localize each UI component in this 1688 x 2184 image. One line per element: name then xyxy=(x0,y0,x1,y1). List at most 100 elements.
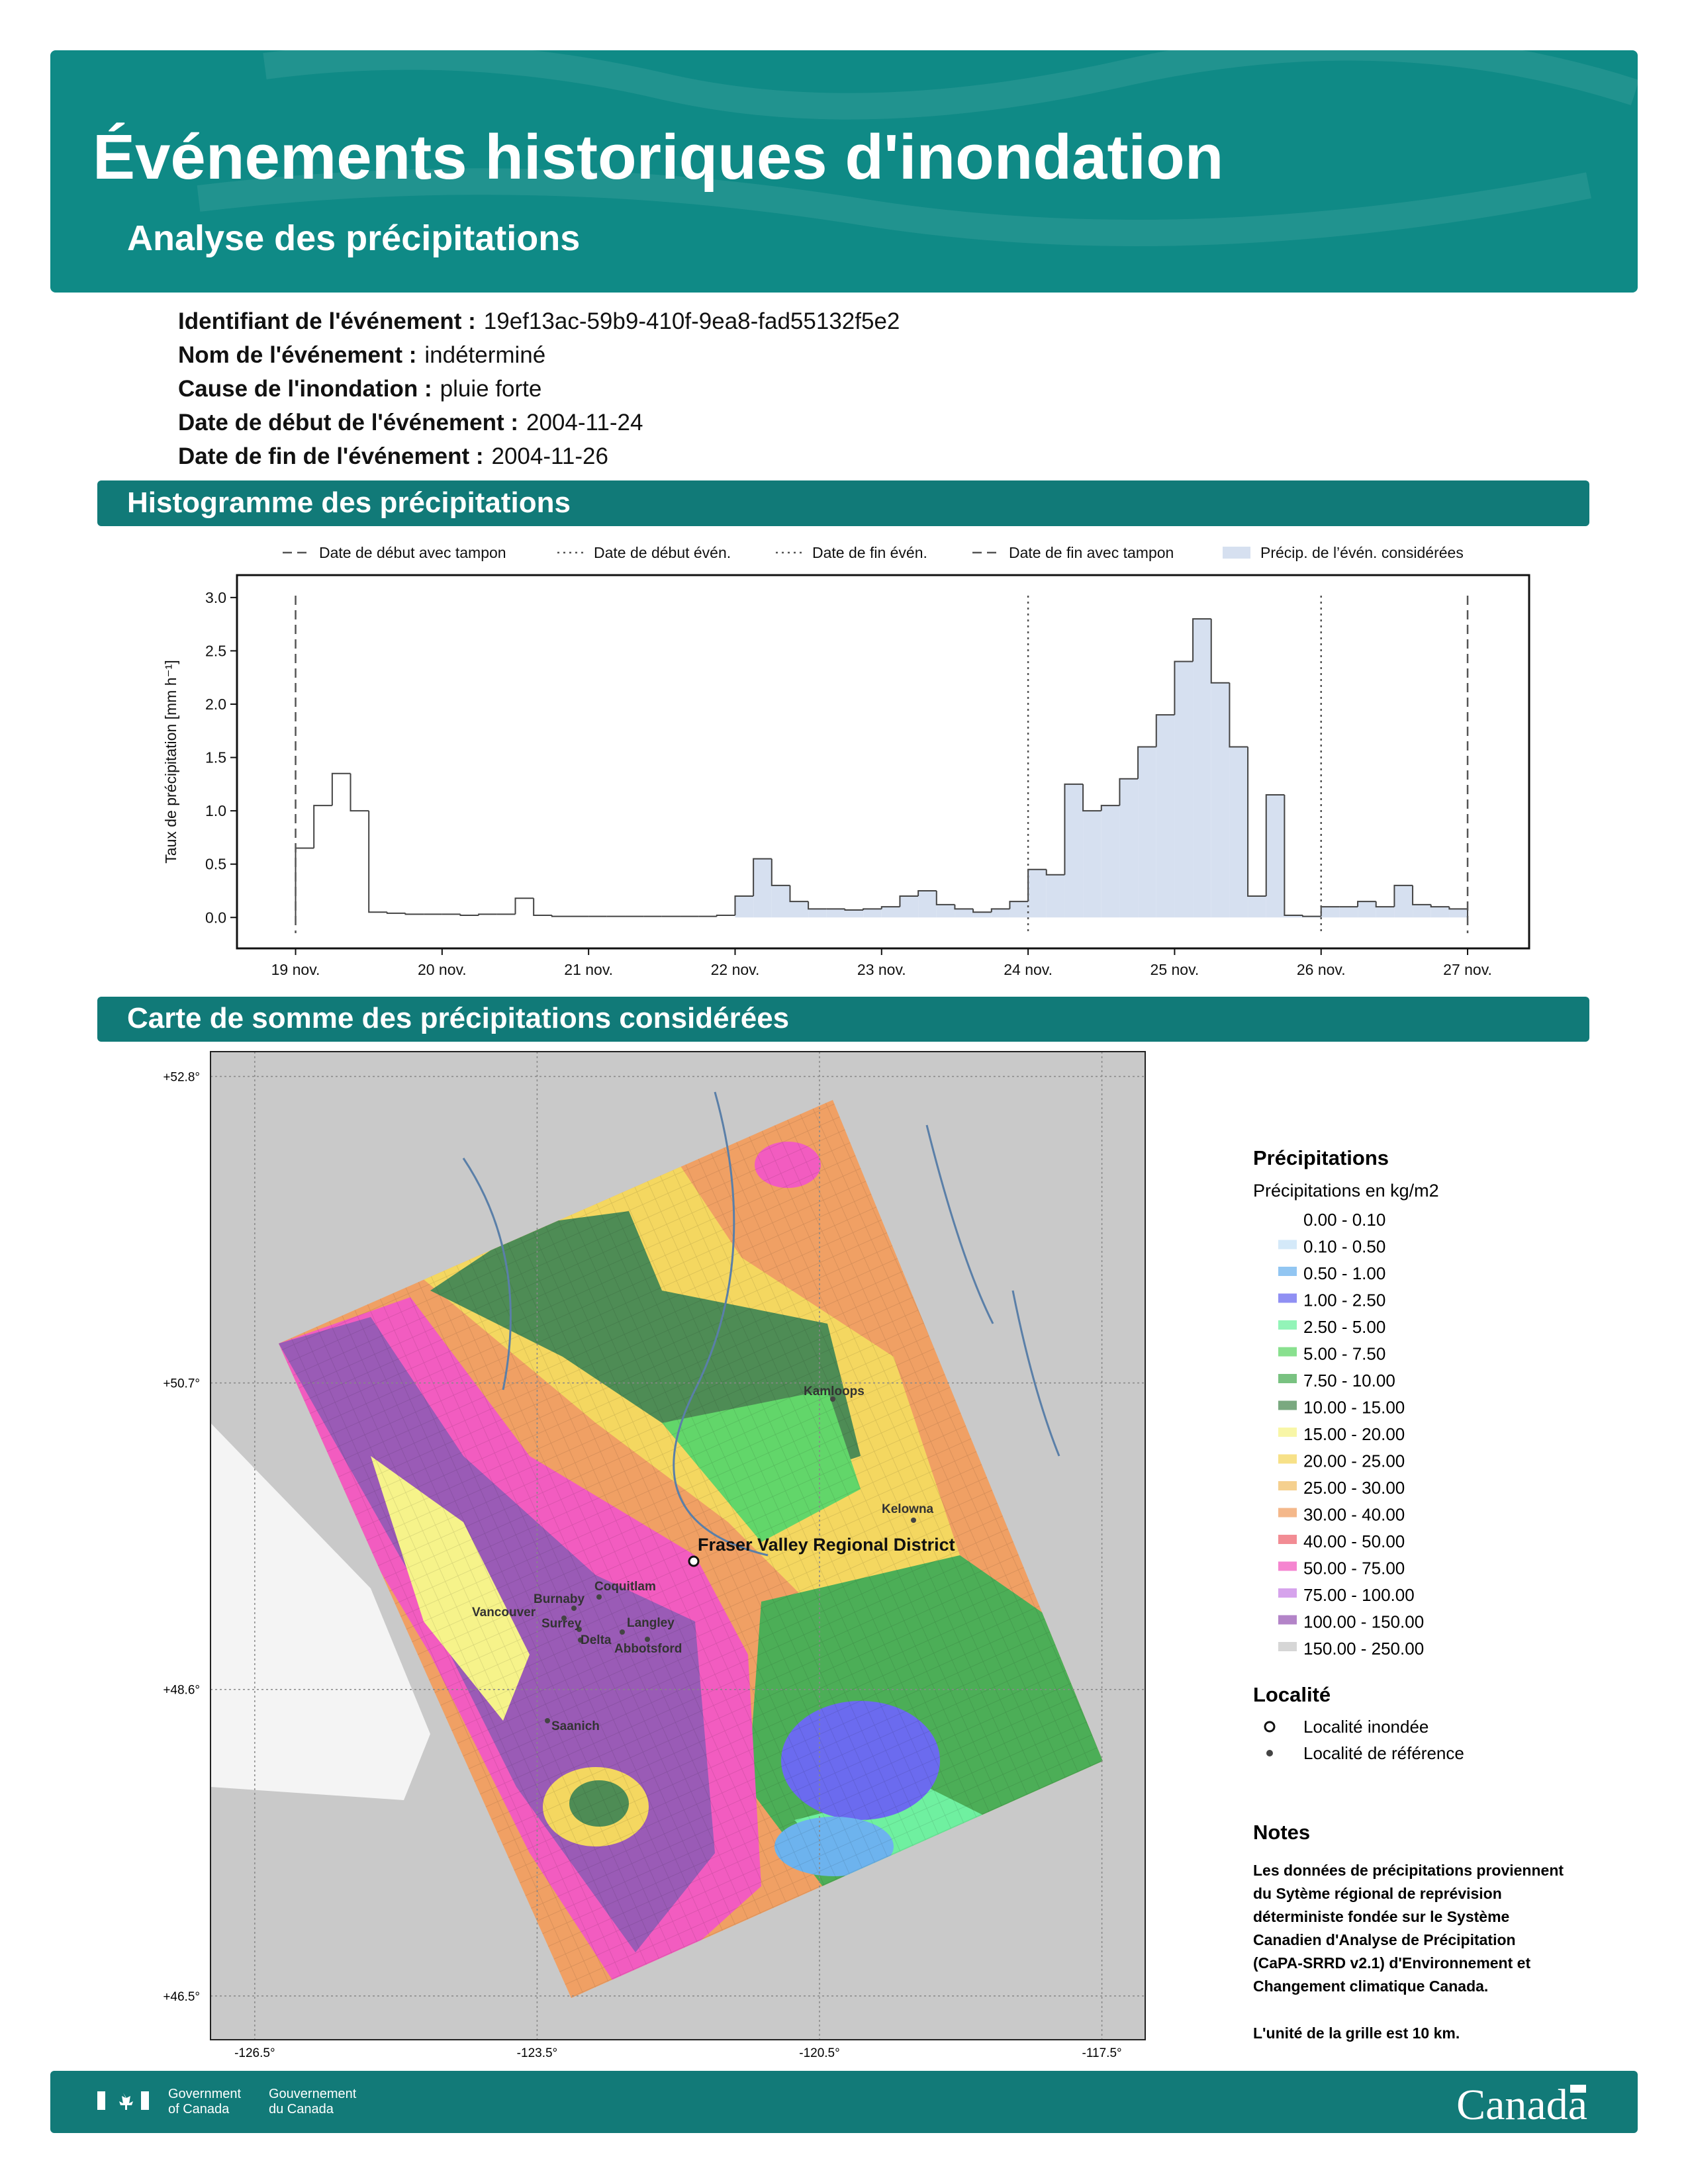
reference-locality xyxy=(596,1594,602,1600)
legend-label: 15.00 - 20.00 xyxy=(1303,1424,1405,1444)
bar-outline xyxy=(551,915,571,917)
reference-locality xyxy=(911,1518,916,1523)
reference-locality xyxy=(620,1629,625,1635)
lon-label: -120.5° xyxy=(799,2046,839,2060)
gov-fr: Gouvernement du Canada xyxy=(269,2087,357,2116)
legend-label: 75.00 - 100.00 xyxy=(1303,1585,1415,1605)
bar xyxy=(808,909,827,918)
info-line: Nom de l'événement : indéterminé xyxy=(178,342,545,368)
bar-outline xyxy=(1393,884,1413,907)
bar-outline xyxy=(1155,714,1175,747)
bar xyxy=(1174,661,1194,918)
legend-swatch xyxy=(1278,1347,1297,1357)
info-label: Nom de l'événement : xyxy=(178,342,416,368)
locality-title: Localité xyxy=(1253,1683,1331,1706)
legend-swatch xyxy=(1278,1267,1297,1276)
bar xyxy=(1358,901,1376,918)
x-tick-label: 19 nov. xyxy=(271,961,320,978)
bar xyxy=(973,912,992,918)
legend-swatch xyxy=(1278,1240,1297,1250)
bar-outline xyxy=(1357,901,1376,907)
legend-label: 0.00 - 0.10 xyxy=(1303,1210,1385,1230)
city-label: Surrey xyxy=(541,1617,582,1631)
bar xyxy=(1321,907,1340,918)
bar-outline xyxy=(350,773,369,812)
bar-outline xyxy=(1302,915,1321,917)
reference-locality xyxy=(830,1396,835,1402)
bar-outline xyxy=(1229,682,1248,748)
legend-swatch xyxy=(1278,1481,1297,1490)
legend-label: 2.50 - 5.00 xyxy=(1303,1317,1385,1337)
bar xyxy=(1193,619,1211,918)
info-line: Cause de l'inondation : pluie forte xyxy=(178,376,541,402)
info-value: 19ef13ac-59b9-410f-9ea8-fad55132f5e2 xyxy=(484,308,900,334)
city-label: Saanich xyxy=(551,1719,600,1733)
lat-label: +52.8° xyxy=(163,1070,200,1084)
canada-flag xyxy=(97,2091,149,2110)
flooded-locality xyxy=(688,1555,700,1567)
info-value: 2004-11-26 xyxy=(492,443,608,469)
bar-outline xyxy=(1265,794,1285,897)
bar xyxy=(1138,747,1156,918)
legend-swatch xyxy=(1278,1400,1297,1410)
legend-swatch xyxy=(1278,1561,1297,1571)
event-info: Identifiant de l'événement : 19ef13ac-59b… xyxy=(178,308,900,469)
note-line: Les données de précipitations proviennen… xyxy=(1253,1862,1564,1879)
legend-swatch xyxy=(1278,1588,1297,1598)
legend-swatch xyxy=(1223,547,1250,559)
y-tick-label: 0.5 xyxy=(205,856,226,873)
legend-label: Localité inondée xyxy=(1303,1717,1429,1737)
legend-title: Précipitations xyxy=(1253,1146,1389,1169)
bar xyxy=(881,907,900,918)
section-title: Histogramme des précipitations xyxy=(127,486,571,519)
legend-swatch xyxy=(1278,1615,1297,1625)
bar-outline xyxy=(899,895,919,907)
histogram: 0.0 0.5 1.0 1.5 2.0 2.5 3.0 19 nov. 20 nov. 21 no… xyxy=(162,544,1530,978)
map xyxy=(211,1052,1145,2040)
river xyxy=(462,1091,1060,1557)
legend-subtitle: Précipitations en kg/m2 xyxy=(1253,1181,1439,1201)
section-title: Carte de somme des précipitations consid… xyxy=(127,1002,789,1034)
bar-outline xyxy=(1430,904,1450,908)
legend-reference xyxy=(1266,1750,1273,1756)
bar-outline xyxy=(954,904,974,910)
reference-locality xyxy=(561,1615,567,1621)
bar xyxy=(955,909,974,918)
bar xyxy=(1101,805,1120,918)
bar-outline xyxy=(1119,778,1139,806)
legend-label: 7.50 - 10.00 xyxy=(1303,1371,1395,1390)
info-label: Date de fin de l'événement : xyxy=(178,443,484,469)
x-tick-label: 23 nov. xyxy=(857,961,906,978)
legend-label: Date de fin avec tampon xyxy=(1009,544,1174,561)
bar-outline xyxy=(844,909,864,911)
legend-label: Date de fin évén. xyxy=(812,544,927,561)
bar-outline xyxy=(935,890,955,905)
grid-note: L'unité de la grille est 10 km. xyxy=(1253,2025,1460,2042)
city-label: Kamloops xyxy=(804,1385,865,1398)
y-tick-label: 1.5 xyxy=(205,749,226,766)
y-tick-label: 1.0 xyxy=(205,802,226,819)
lon-label: -126.5° xyxy=(234,2046,275,2060)
y-tick-label: 0.0 xyxy=(205,909,226,926)
section-bar xyxy=(97,480,1589,526)
bar xyxy=(1248,896,1266,918)
reference-locality xyxy=(571,1606,577,1611)
note-line: (CaPA-SRRD v2.1) d'Environnement et xyxy=(1253,1954,1530,1972)
note-line: Canadien d'Analyse de Précipitation xyxy=(1253,1931,1516,1948)
note-line: Changement climatique Canada. xyxy=(1253,1978,1488,1995)
legend-label: 10.00 - 15.00 xyxy=(1303,1398,1405,1418)
info-line: Identifiant de l'événement : 19ef13ac-59b… xyxy=(178,308,900,334)
legend-swatch xyxy=(1278,1454,1297,1464)
bar xyxy=(1394,885,1413,918)
bar-outline xyxy=(1009,901,1029,909)
bar-outline xyxy=(1412,885,1431,905)
x-tick-label: 24 nov. xyxy=(1004,961,1053,978)
legend-swatch xyxy=(1278,1508,1297,1518)
city-label: Delta xyxy=(581,1633,612,1647)
bar-outline xyxy=(1448,907,1469,918)
bar-outline xyxy=(1100,805,1120,811)
info-value: pluie forte xyxy=(440,376,542,402)
map-legend: Précipitations Précipitations en kg/m2 0.0… xyxy=(1253,1146,1564,2042)
legend-label: Localité de référence xyxy=(1303,1743,1464,1763)
bar-outline xyxy=(1375,901,1395,908)
